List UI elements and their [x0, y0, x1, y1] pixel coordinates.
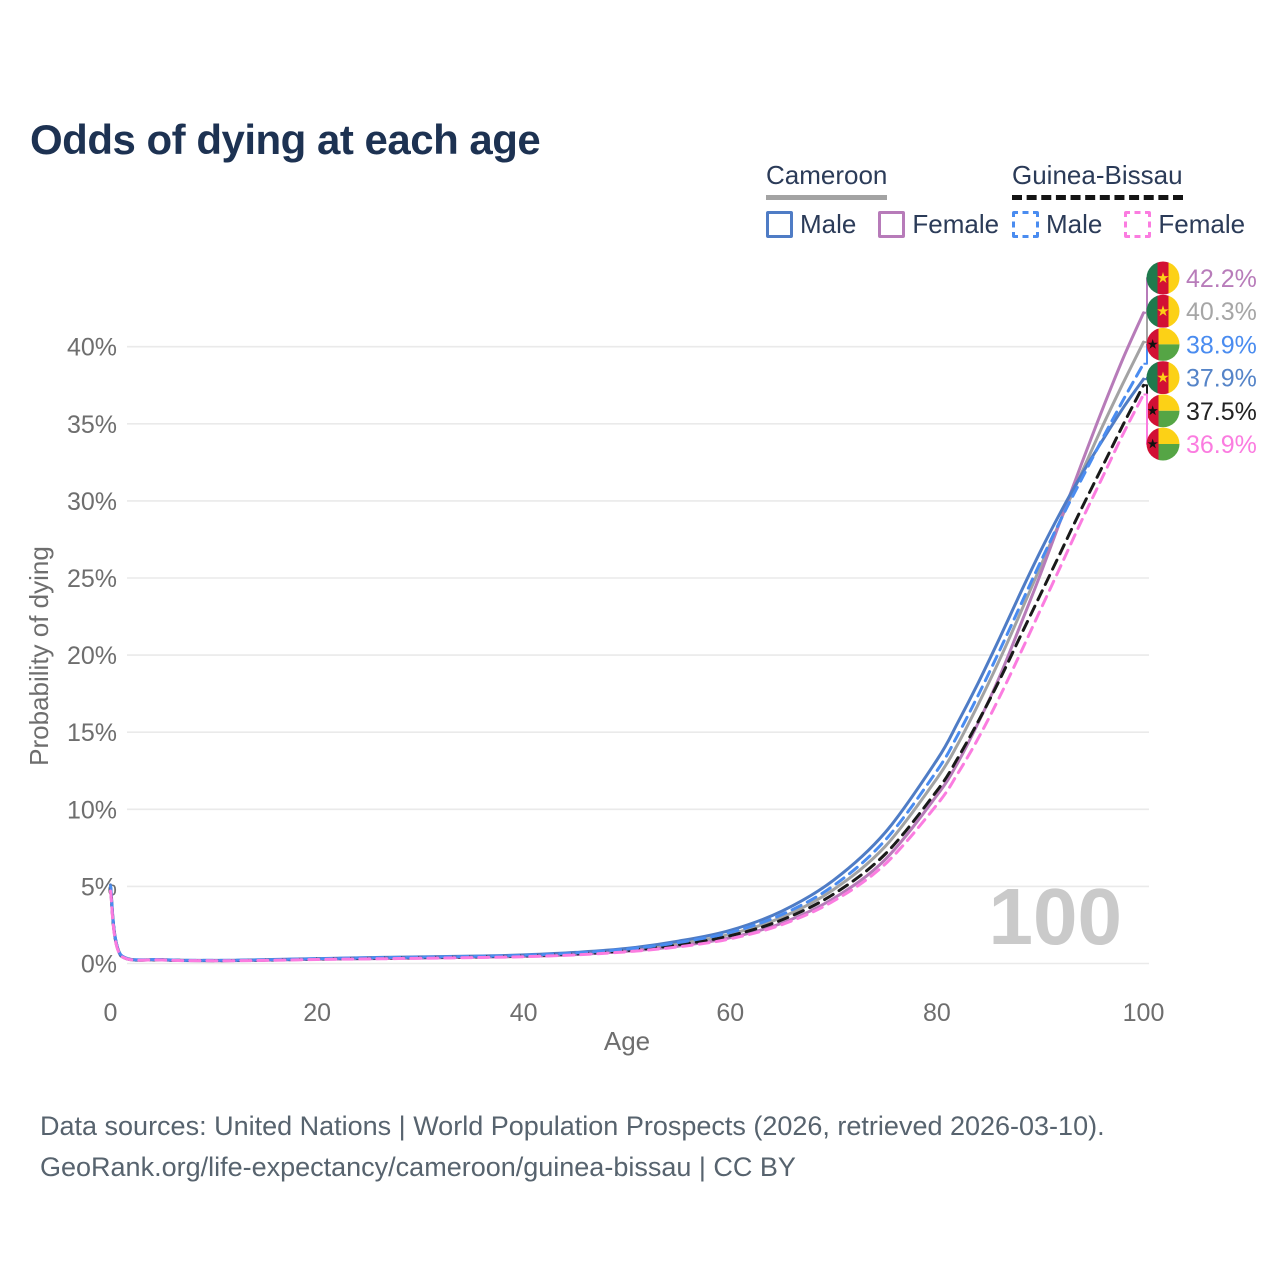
x-tick-label-40: 40 [510, 999, 538, 1027]
y-tick-label-15%: 15% [67, 719, 117, 747]
page-title: Odds of dying at each age [30, 116, 541, 164]
legend-swatch-cameroon-female[interactable] [878, 211, 906, 238]
age-watermark: 100 [989, 872, 1122, 961]
footer: Data sources: United Nations | World Pop… [40, 1106, 1105, 1188]
legend-label-cameroon-female[interactable]: Female [912, 209, 1000, 239]
legend-swatch-guinea-bissau-female[interactable] [1124, 211, 1152, 238]
footer-data-sources: Data sources: United Nations | World Pop… [40, 1111, 1105, 1141]
legend: Cameroon Male Female Guinea-Bissau Male … [0, 160, 1280, 250]
x-axis-title: Age [604, 1026, 650, 1056]
chart-line-cameroon-female [109, 311, 1145, 963]
legend-group-cameroon: Cameroon Male Female [766, 160, 1021, 240]
guinea-bissau-flag-icon [1146, 327, 1180, 361]
legend-swatch-cameroon-male[interactable] [766, 211, 793, 238]
y-tick-label-30%: 30% [67, 488, 117, 516]
y-tick-label-20%: 20% [67, 642, 117, 670]
chart-line-guinea-bissau-male [109, 362, 1145, 962]
legend-label-guinea-bissau-female[interactable]: Female [1158, 209, 1246, 239]
chart-line-guinea-bissau-female [109, 393, 1145, 963]
cameroon-flag-icon [1146, 261, 1180, 295]
end-value-label-guinea-bissau-male: 38.9% [1186, 331, 1257, 359]
x-tick-label-100: 100 [1123, 999, 1165, 1027]
x-tick-label-0: 0 [104, 999, 118, 1027]
legend-label-guinea-bissau-male[interactable]: Male [1046, 209, 1103, 239]
legend-label-cameroon-male[interactable]: Male [800, 209, 857, 239]
cameroon-flag-icon [1146, 361, 1180, 395]
legend-title-guinea-bissau[interactable]: Guinea-Bissau [1012, 160, 1183, 200]
x-tick-label-80: 80 [923, 999, 951, 1027]
chart-line-cameroon-both-sexes [109, 340, 1145, 963]
y-tick-label-35%: 35% [67, 411, 117, 439]
legend-group-guinea-bissau: Guinea-Bissau Male Female [1012, 160, 1267, 240]
footer-attribution: GeoRank.org/life-expectancy/cameroon/gui… [40, 1152, 796, 1182]
y-tick-label-0%: 0% [81, 951, 117, 979]
guinea-bissau-flag-icon [1146, 427, 1180, 461]
x-tick-label-60: 60 [716, 999, 744, 1027]
odds-of-dying-chart: 0%5%10%15%20%25%30%35%40%0 20 40 60 80 100Age… [24, 261, 1257, 1056]
cameroon-flag-icon [1146, 294, 1180, 328]
y-tick-label-10%: 10% [67, 796, 117, 824]
legend-swatch-guinea-bissau-male[interactable] [1012, 211, 1039, 238]
end-value-label-guinea-bissau-both-sexes: 37.5% [1186, 398, 1257, 426]
x-tick-label-20: 20 [303, 999, 331, 1027]
legend-title-cameroon[interactable]: Cameroon [766, 160, 888, 200]
legend-items-cameroon: Male Female [766, 209, 1021, 240]
y-axis-title: Probability of dying [24, 546, 54, 766]
guinea-bissau-flag-icon [1146, 394, 1180, 428]
y-tick-label-40%: 40% [67, 334, 117, 362]
legend-items-guinea-bissau: Male Female [1012, 209, 1267, 240]
end-value-label-cameroon-both-sexes: 40.3% [1186, 298, 1257, 326]
end-value-label-guinea-bissau-female: 36.9% [1186, 431, 1257, 459]
y-tick-label-25%: 25% [67, 565, 117, 593]
end-value-label-cameroon-female: 42.2% [1186, 265, 1257, 293]
end-value-label-cameroon-male: 37.9% [1186, 365, 1257, 393]
